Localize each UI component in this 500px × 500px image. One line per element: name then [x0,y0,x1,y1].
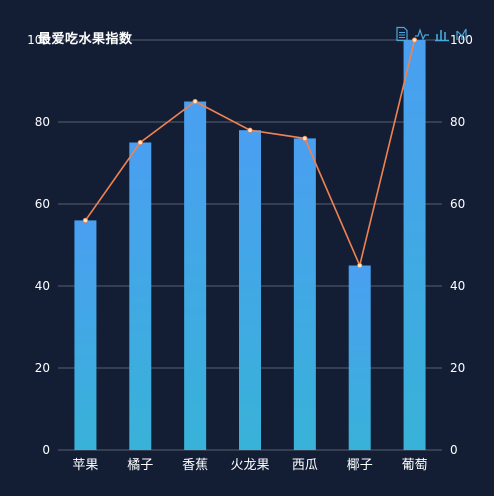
y-tick-label-right: 80 [450,115,465,129]
line-point [247,127,253,133]
x-tick-label: 香蕉 [182,458,208,473]
line-point [192,98,198,105]
y-tick-label-right: 20 [450,361,465,375]
bar [129,142,152,450]
toolbox [394,26,470,42]
line-point [357,262,363,269]
x-tick-label: 西瓜 [292,458,318,473]
y-tick-label-left: 20 [35,361,50,375]
bar [348,265,371,450]
chart-title: 最爱吃水果指数 [38,32,133,47]
y-tick-label-right: 40 [450,279,465,293]
x-tick-label: 橘子 [127,457,153,473]
bar [184,101,207,450]
line-point [302,135,308,141]
bar [403,40,426,450]
x-tick-label: 火龙果 [230,458,269,473]
y-tick-label-left: 60 [35,197,50,211]
line-chart-icon[interactable] [414,26,430,42]
y-tick-label-right: 0 [450,443,458,457]
bar [239,130,261,450]
bar [74,220,97,450]
y-tick-label-left: 40 [35,279,50,293]
bar-chart-icon[interactable] [434,26,450,42]
x-tick-label: 苹果 [72,458,98,473]
line-point [82,217,89,223]
line-point [411,37,418,43]
restore-icon[interactable] [454,26,470,42]
x-tick-label: 葡萄 [402,458,428,473]
bar [293,138,316,450]
y-tick-label-left: 80 [35,115,50,129]
y-tick-label-left: 0 [42,443,50,457]
y-tick-label-right: 60 [450,197,465,211]
x-tick-label: 椰子 [347,458,373,473]
y-tick-label-left: 100 [27,33,50,47]
data-view-icon[interactable] [394,26,410,42]
line-point [137,139,143,146]
